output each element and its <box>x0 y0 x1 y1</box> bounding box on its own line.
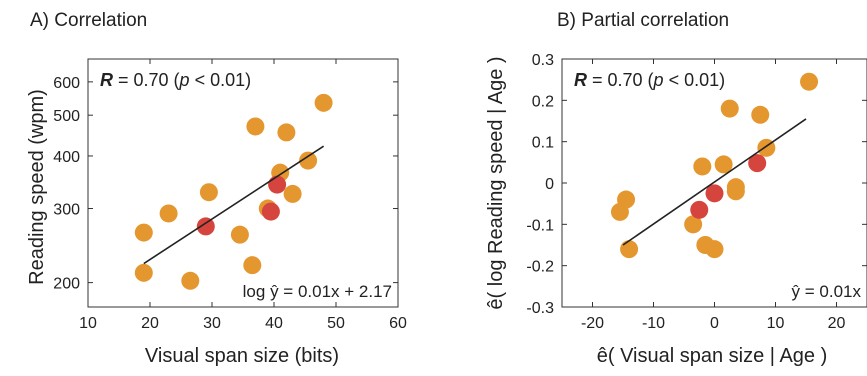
x-tick-label: 30 <box>203 315 221 332</box>
x-tick-label: 60 <box>389 315 407 332</box>
scatter-point <box>705 240 724 259</box>
y-tick-label: 0.2 <box>532 93 554 110</box>
scatter-point <box>726 182 745 201</box>
scatter-point <box>277 123 296 142</box>
x-tick-label: -20 <box>581 315 604 332</box>
panel-b-title: B) Partial correlation <box>557 10 729 31</box>
y-tick-label: 200 <box>53 276 80 293</box>
scatter-point <box>684 215 703 234</box>
scatter-point <box>693 157 712 176</box>
panel-a-y-axis-label: Reading speed (wpm) <box>26 89 48 285</box>
scatter-point-highlight <box>705 184 724 203</box>
y-tick-label: -0.1 <box>526 217 554 234</box>
panel-b-x-axis-label: ê( Visual span size | Age ) <box>597 345 828 367</box>
scatter-point <box>199 183 218 202</box>
scatter-point-highlight <box>690 200 709 219</box>
scatter-point <box>134 263 153 282</box>
y-tick-label: 400 <box>53 149 80 166</box>
fit-equation: ŷ = 0.01x <box>792 282 862 301</box>
scatter-point <box>230 225 249 244</box>
y-tick-label: -0.2 <box>526 259 554 276</box>
regression-line <box>143 145 325 265</box>
scatter-point-highlight <box>268 175 287 194</box>
y-tick-label: 300 <box>53 202 80 219</box>
x-tick-label: -10 <box>642 315 665 332</box>
scatter-point <box>800 72 819 91</box>
y-tick-label: 0.1 <box>532 135 554 152</box>
scatter-point <box>751 105 770 124</box>
scatter-point <box>181 271 200 290</box>
x-tick-label: 10 <box>79 315 97 332</box>
panel-a-title: A) Correlation <box>30 10 147 31</box>
panel-b-y-axis-label: ê( log Reading speed | Age ) <box>485 56 507 309</box>
x-tick-label: 50 <box>327 315 345 332</box>
correlation-annotation: R = 0.70 (p < 0.01) <box>100 70 251 90</box>
scatter-point-highlight <box>748 154 767 173</box>
scatter-point <box>720 99 739 118</box>
scatter-point <box>299 151 318 170</box>
axes-frame <box>561 58 867 308</box>
panel-a-correlation: A) Correlation 10 20 30 40 50 60 200 300 400 500 6… <box>26 10 407 367</box>
x-tick-label: 10 <box>767 315 785 332</box>
regression-line <box>622 118 807 246</box>
panel-a-x-axis-label: Visual span size (bits) <box>145 345 339 367</box>
scatter-point <box>246 117 265 136</box>
panel-b-partial-correlation: B) Partial correlation -20 -10 0 10 20 -0.3 -0… <box>485 10 867 367</box>
scatter-point <box>714 155 733 174</box>
x-tick-label: 20 <box>828 315 846 332</box>
x-tick-label: 20 <box>141 315 159 332</box>
scatter-point <box>283 184 302 203</box>
panel-a-plot-area: 10 20 30 40 50 60 200 300 400 500 600 R = 0.70 (p <… <box>53 58 407 332</box>
scatter-point <box>134 223 153 242</box>
scatter-point <box>620 240 639 259</box>
x-tick-label: 0 <box>710 315 719 332</box>
y-tick-label: 0 <box>545 176 554 193</box>
scatter-point-highlight <box>196 217 215 236</box>
y-tick-label: 500 <box>53 108 80 125</box>
scatter-point <box>159 204 178 223</box>
scatter-point-highlight <box>261 202 280 221</box>
axes-frame <box>87 58 399 308</box>
y-tick-label: -0.3 <box>526 300 554 317</box>
x-tick-label: 40 <box>265 315 283 332</box>
scatter-point <box>314 93 333 112</box>
y-tick-label: 0.3 <box>532 52 554 69</box>
panel-b-plot-area: -20 -10 0 10 20 -0.3 -0.2 -0.1 0 0.1 0.2 0.3 R = 0.7… <box>526 52 867 332</box>
scatter-point <box>617 190 636 209</box>
fit-equation: log ŷ = 0.01x + 2.17 <box>243 282 392 301</box>
correlation-annotation: R = 0.70 (p < 0.01) <box>574 70 725 90</box>
y-tick-label: 600 <box>53 75 80 92</box>
scatter-point <box>243 256 262 275</box>
